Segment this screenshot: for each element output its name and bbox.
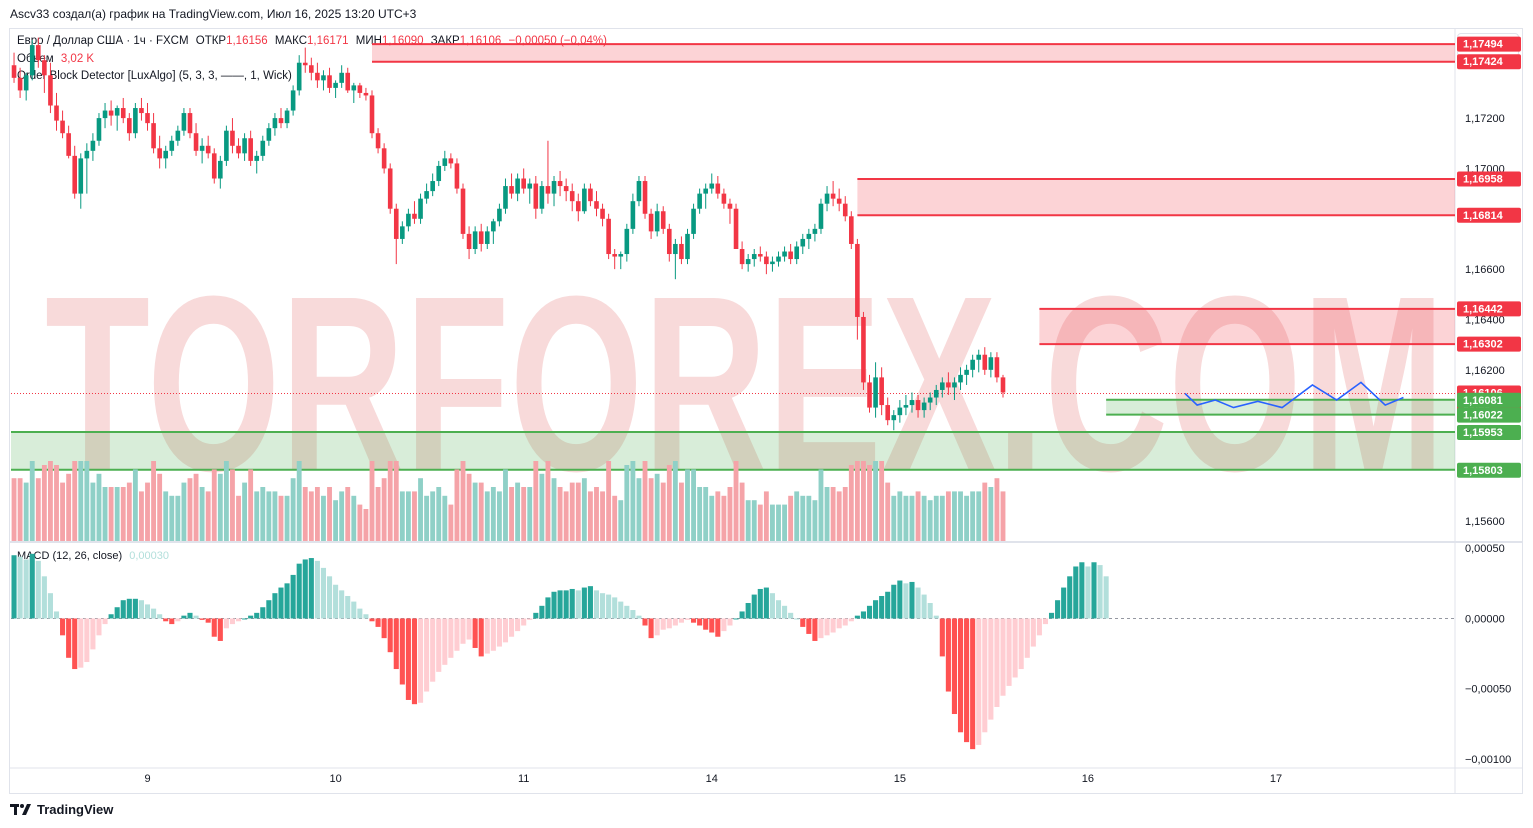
macd-label: MACD (12, 26, close) bbox=[17, 550, 123, 562]
open-value: 1,16156 bbox=[226, 35, 268, 47]
volume-value: 3,02 K bbox=[60, 53, 95, 65]
tradingview-logo-text: TradingView bbox=[37, 802, 114, 817]
volume-legend[interactable]: Объем 3,02 K bbox=[17, 53, 94, 65]
low-label: МИН bbox=[355, 35, 382, 47]
tradingview-logo[interactable]: TradingView bbox=[10, 802, 113, 817]
low-value: 1,16090 bbox=[381, 35, 424, 47]
open-label: ОТКР bbox=[195, 35, 227, 47]
macd-value: 0,00030 bbox=[129, 550, 169, 562]
high-value: 1,16171 bbox=[307, 35, 349, 47]
high-label: МАКС bbox=[274, 35, 307, 47]
chart-credit: Ascv33 создал(а) график на TradingView.c… bbox=[10, 7, 417, 21]
chart-frame bbox=[9, 28, 1523, 794]
macd-legend[interactable]: MACD (12, 26, close) 0,00030 bbox=[17, 550, 169, 562]
currency-button[interactable]: USD bbox=[1457, 33, 1519, 57]
symbol-legend: Евро / Доллар США · 1ч · FXCM ОТКР1,1615… bbox=[17, 35, 607, 47]
volume-label: Объем bbox=[17, 53, 54, 65]
symbol-name[interactable]: Евро / Доллар США · 1ч · FXCM bbox=[17, 35, 189, 47]
close-value: 1,16106 bbox=[459, 35, 502, 47]
indicator-legend[interactable]: Order Block Detector [LuxAlgo] (5, 3, 3,… bbox=[17, 70, 292, 82]
change-value: −0,00050 (−0,04%) bbox=[508, 35, 607, 47]
close-label: ЗАКР bbox=[430, 35, 460, 47]
tradingview-logo-icon bbox=[10, 803, 31, 815]
